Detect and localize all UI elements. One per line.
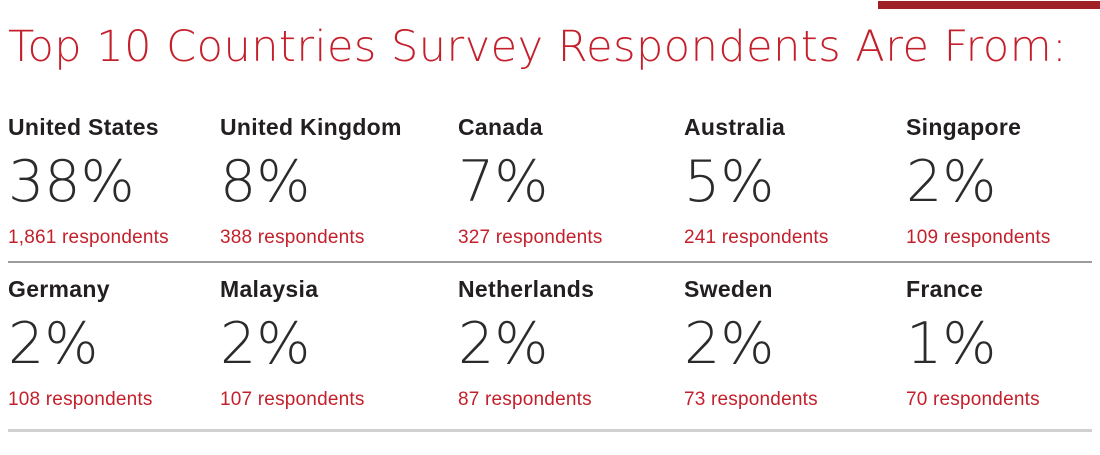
country-respondents: 241 respondents bbox=[684, 226, 829, 248]
country-card: Sweden 2% 73 respondents bbox=[684, 276, 906, 411]
country-percent: 8% bbox=[220, 148, 311, 215]
country-respondents: 73 respondents bbox=[684, 388, 818, 410]
country-name: Netherlands bbox=[458, 276, 595, 302]
country-percent: 5% bbox=[684, 148, 775, 215]
country-card: United States 38% 1,861 respondents bbox=[8, 114, 220, 249]
country-name: Australia bbox=[684, 114, 786, 140]
country-name: United Kingdom bbox=[220, 114, 402, 140]
country-name: United States bbox=[8, 114, 159, 140]
country-name: Singapore bbox=[906, 114, 1022, 140]
bottom-divider bbox=[8, 429, 1092, 432]
country-respondents: 87 respondents bbox=[458, 388, 592, 410]
top-accent-bar bbox=[878, 1, 1100, 9]
country-percent: 2% bbox=[458, 310, 549, 377]
country-card: Malaysia 2% 107 respondents bbox=[220, 276, 458, 411]
row-divider bbox=[8, 261, 1092, 263]
country-percent: 2% bbox=[8, 310, 99, 377]
country-respondents: 109 respondents bbox=[906, 226, 1051, 248]
country-card: France 1% 70 respondents bbox=[906, 276, 1092, 411]
country-respondents: 107 respondents bbox=[220, 388, 365, 410]
country-percent: 2% bbox=[684, 310, 775, 377]
country-card: Australia 5% 241 respondents bbox=[684, 114, 906, 249]
page-title: Top 10 Countries Survey Respondents Are … bbox=[8, 22, 1068, 72]
country-name: France bbox=[906, 276, 984, 302]
country-name: Canada bbox=[458, 114, 543, 140]
country-percent: 38% bbox=[8, 148, 135, 215]
country-respondents: 327 respondents bbox=[458, 226, 603, 248]
country-card: United Kingdom 8% 388 respondents bbox=[220, 114, 458, 249]
country-card: Canada 7% 327 respondents bbox=[458, 114, 684, 249]
country-card: Germany 2% 108 respondents bbox=[8, 276, 220, 411]
country-percent: 2% bbox=[906, 148, 997, 215]
country-respondents: 108 respondents bbox=[8, 388, 153, 410]
country-percent: 7% bbox=[458, 148, 549, 215]
country-respondents: 388 respondents bbox=[220, 226, 365, 248]
stats-row-bottom: Germany 2% 108 respondents Malaysia 2% 1… bbox=[8, 276, 1100, 411]
country-name: Germany bbox=[8, 276, 110, 302]
country-respondents: 1,861 respondents bbox=[8, 226, 169, 248]
country-card: Singapore 2% 109 respondents bbox=[906, 114, 1092, 249]
country-respondents: 70 respondents bbox=[906, 388, 1040, 410]
country-name: Malaysia bbox=[220, 276, 319, 302]
country-percent: 2% bbox=[220, 310, 311, 377]
country-name: Sweden bbox=[684, 276, 773, 302]
country-percent: 1% bbox=[906, 310, 997, 377]
country-card: Netherlands 2% 87 respondents bbox=[458, 276, 684, 411]
stats-row-top: United States 38% 1,861 respondents Unit… bbox=[8, 114, 1100, 249]
